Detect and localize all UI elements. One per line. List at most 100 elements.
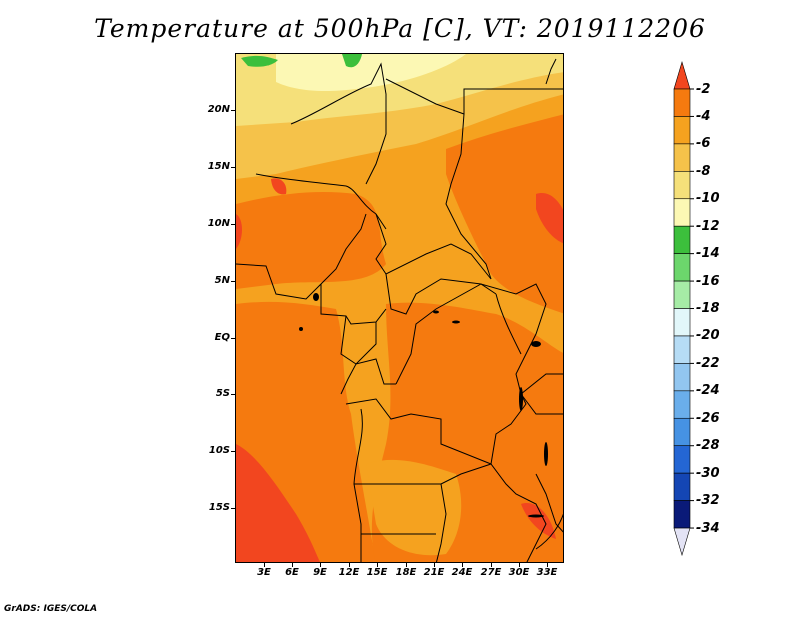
- credit-text: GrADS: IGES/COLA: [4, 604, 98, 614]
- field-green-patch-west: [241, 55, 278, 67]
- lon-label-33e: 33E: [536, 567, 558, 578]
- border-congo: [340, 315, 396, 385]
- lon-label-21e: 21E: [423, 567, 445, 578]
- border-mozambique: [535, 513, 563, 550]
- lat-tick: [231, 451, 235, 452]
- border-tanzania: [520, 393, 563, 415]
- colorbar-swatch: [673, 280, 691, 309]
- colorbar-label: -20: [696, 328, 720, 344]
- lat-label-15n: 15N: [207, 161, 230, 172]
- colorbar-label: -2: [696, 81, 711, 97]
- lake-dot: [433, 310, 439, 314]
- border-drc-angola: [345, 393, 527, 465]
- border-cameroon-gabon: [320, 284, 387, 325]
- lon-tick: [547, 563, 548, 567]
- border-niger: [290, 62, 387, 185]
- colorbar-arrow-top: [673, 60, 691, 90]
- lon-label-24e: 24E: [451, 567, 473, 578]
- lake-dot: [452, 320, 460, 324]
- colorbar-label: -32: [696, 493, 720, 509]
- colorbar-swatch: [673, 198, 691, 227]
- field-hot-nigeria: [271, 178, 287, 195]
- lon-label-30e: 30E: [508, 567, 530, 578]
- border-drc-north-east: [395, 283, 547, 395]
- lat-label-eq: EQ: [214, 332, 230, 343]
- lon-tick: [264, 563, 265, 567]
- lake-kariba: [528, 514, 544, 518]
- lon-label-3e: 3E: [257, 567, 271, 578]
- colorbar-swatch: [673, 308, 691, 337]
- lat-label-10s: 10S: [208, 445, 230, 456]
- colorbar-label: -12: [696, 218, 720, 234]
- field-band-4-sudan: [446, 114, 563, 314]
- lake-dot: [313, 293, 319, 301]
- colorbar-label: -30: [696, 465, 720, 481]
- colorbar-swatch: [673, 472, 691, 501]
- colorbar-label: -14: [696, 246, 720, 262]
- map-panel: [235, 53, 564, 563]
- lat-tick: [231, 508, 235, 509]
- border-malawi: [535, 473, 563, 533]
- colorbar-swatch: [673, 417, 691, 447]
- colorbar-arrow-bottom: [673, 527, 691, 557]
- colorbar-swatches: [673, 60, 694, 557]
- temperature-field: [236, 54, 563, 562]
- lake-dot: [299, 327, 303, 331]
- colorbar-label: -34: [696, 520, 720, 536]
- lat-tick: [231, 394, 235, 395]
- colorbar-label: -8: [696, 163, 711, 179]
- colorbar-label: -22: [696, 355, 720, 371]
- colorbar-label: -26: [696, 410, 720, 426]
- colorbar-swatch: [673, 445, 691, 474]
- field-hot-coast: [236, 214, 242, 249]
- field-band-4-west-africa: [236, 192, 386, 289]
- border-car-north: [375, 213, 492, 280]
- colorbar-swatch: [673, 500, 691, 529]
- lon-tick: [320, 563, 321, 567]
- colorbar-label: -4: [696, 108, 711, 124]
- field-band-12: [276, 54, 466, 92]
- colorbar-label: -6: [696, 136, 711, 152]
- colorbar-swatch: [673, 363, 691, 392]
- border-red-sea: [545, 58, 557, 85]
- lake-tanganyika: [519, 387, 523, 411]
- lake-malawi: [544, 442, 548, 466]
- lat-tick: [231, 110, 235, 111]
- lon-label-12e: 12E: [338, 567, 360, 578]
- map-title: Temperature at 500hPa [C], VT: 201911220…: [94, 14, 706, 43]
- lat-tick: [231, 281, 235, 282]
- lon-label-27e: 27E: [480, 567, 502, 578]
- lon-tick: [491, 563, 492, 567]
- colorbar-swatch: [673, 143, 691, 172]
- lat-tick: [231, 167, 235, 168]
- colorbar-swatch: [673, 116, 691, 145]
- colorbar-label: -10: [696, 191, 720, 207]
- border-uganda: [495, 293, 522, 355]
- lat-label-5n: 5N: [214, 275, 230, 286]
- colorbar-swatch: [673, 390, 691, 419]
- field-hot-east: [536, 193, 563, 244]
- lat-label-20n: 20N: [207, 104, 230, 115]
- lon-tick: [434, 563, 435, 567]
- lon-tick: [292, 563, 293, 567]
- colorbar-swatch: [673, 253, 691, 282]
- lon-tick: [377, 563, 378, 567]
- colorbar-label: -28: [696, 438, 720, 454]
- colorbar-swatch: [673, 335, 691, 364]
- field-hot-southwest: [236, 444, 321, 562]
- lat-label-5s: 5S: [215, 388, 230, 399]
- colorbar-label: -18: [696, 301, 720, 317]
- lon-label-18e: 18E: [395, 567, 417, 578]
- lon-tick: [406, 563, 407, 567]
- border-zambia-east: [440, 463, 547, 562]
- lake-victoria: [531, 341, 541, 347]
- country-borders: [236, 58, 563, 562]
- colorbar-label: -16: [696, 273, 720, 289]
- lon-label-15e: 15E: [366, 567, 388, 578]
- lon-tick: [349, 563, 350, 567]
- border-chad-sudan: [445, 113, 492, 280]
- colorbar-swatch: [673, 171, 691, 200]
- lakes: [299, 293, 548, 518]
- border-angola-zambia: [354, 483, 447, 562]
